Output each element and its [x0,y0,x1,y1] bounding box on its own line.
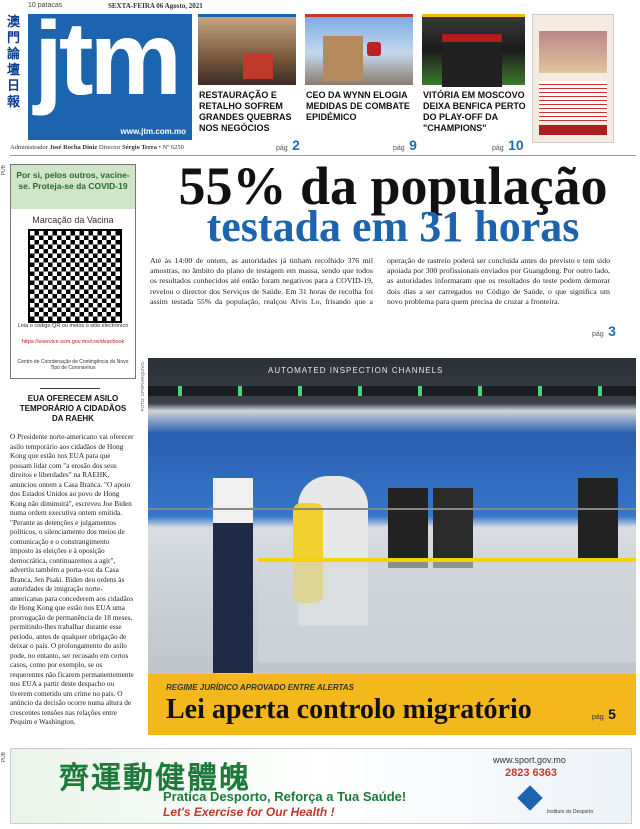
photo-sign: AUTOMATED INSPECTION CHANNELS [268,366,444,375]
teaser-title: CEO DA WYNN ELOGIA MEDIDAS DE COMBATE EP… [306,90,410,122]
teaser-title: RESTAURAÇÃO E RETALHO SOFREM GRANDES QUE… [199,90,292,133]
headline: 55% da população [178,156,608,216]
staff-label: Director [98,144,121,151]
banner-headline: Lei aperta controlo migratório [166,694,532,725]
page-ref: pág 9 [393,137,417,155]
rule [40,388,100,389]
staff-name: Sérgio Terra [122,144,157,151]
price: 10 patacas [28,2,63,9]
photo-credit: FOTO: CPSP/ARQUIVO [140,362,145,412]
url: www.jtm.com.mo [120,127,187,136]
page-ref: pág 5 [592,706,616,724]
rule [10,155,636,156]
staff-name: José Rocha Diniz [49,144,98,151]
teaser-image [422,14,525,87]
page-label: pág [393,145,405,152]
vaccine-instruction: Leia o código QR ou meios o sitio electr… [17,323,129,329]
vaccine-ad: Por si, pelos outros, vacine-se. Proteja… [10,164,136,379]
page-number: 3 [608,323,616,339]
headline: testada em 31 horas [206,202,580,251]
ctt-ad [532,14,614,143]
side-story-title: EUA OFERECEM ASILO TEMPORÁRIO A CIDADÃOS… [19,394,127,423]
page-label: pág [492,145,504,152]
banner: REGIME JURÍDICO APROVADO ENTRE ALERTAS L… [148,674,636,735]
banner-kicker: REGIME JURÍDICO APROVADO ENTRE ALERTAS [166,683,354,692]
page-label: pág [592,714,604,721]
pub-label: PUB [1,165,7,176]
page-label: pág [592,331,604,338]
chinese-name: 澳門論壇日報 [7,14,21,109]
ad-line-en: Let's Exercise for Our Health ! [163,805,335,819]
staff-label: Administrador [10,144,48,151]
vaccine-slogan: Por si, pelos outros, vacine-se. Proteja… [11,165,135,209]
page-ref: pág 3 [592,323,616,341]
qr-code [28,229,122,323]
staff-line: Administrador José Rocha Diniz Director … [10,144,184,151]
vaccine-link: https://eservice.ssm.gov.mo/covidvacbook [21,339,125,345]
vaccine-footer: Centro de Coordenação de Contingência do… [17,359,129,371]
ad-url: www.sport.gov.mo [493,755,566,765]
main-story-body: Até às 14:00 de ontem, as autoridades já… [150,256,610,306]
page-ref: pág 10 [492,137,524,155]
ad-chinese: 齊運動健體魄 [59,761,251,796]
ad-logo [517,785,543,811]
ad-line-pt: Pratica Desporto, Reforça a Tua Saúde! [163,789,407,804]
pub-label: PUB [1,752,7,763]
page-label: pág [276,145,288,152]
ad-org: Instituto do Desporto [547,809,594,815]
teaser-image [198,14,296,85]
teaser-title: VITÓRIA EM MOSCOVO DEIXA BENFICA PERTO D… [423,90,526,133]
logo: jtm [34,1,182,117]
photo: AUTOMATED INSPECTION CHANNELS [148,358,636,735]
page-number: 5 [608,706,616,722]
issue-number: • Nº 6250 [158,144,184,151]
teaser-image [305,14,413,85]
page-ref: pág 2 [276,137,300,155]
side-story-body: O Presidente norte-americano vai oferece… [10,432,134,726]
page-number: 2 [292,137,300,153]
sport-ad: 齊運動健體魄 Pratica Desporto, Reforça a Tua S… [10,748,632,824]
logo-box: jtm www.jtm.com.mo [28,1,192,140]
vaccine-title: Marcação da Vacina [32,215,114,225]
page-number: 10 [508,137,524,153]
page-number: 9 [409,137,417,153]
ad-phone: 2823 6363 [505,767,557,779]
date: SEXTA-FEIRA 06 Agosto, 2021 [108,2,203,10]
